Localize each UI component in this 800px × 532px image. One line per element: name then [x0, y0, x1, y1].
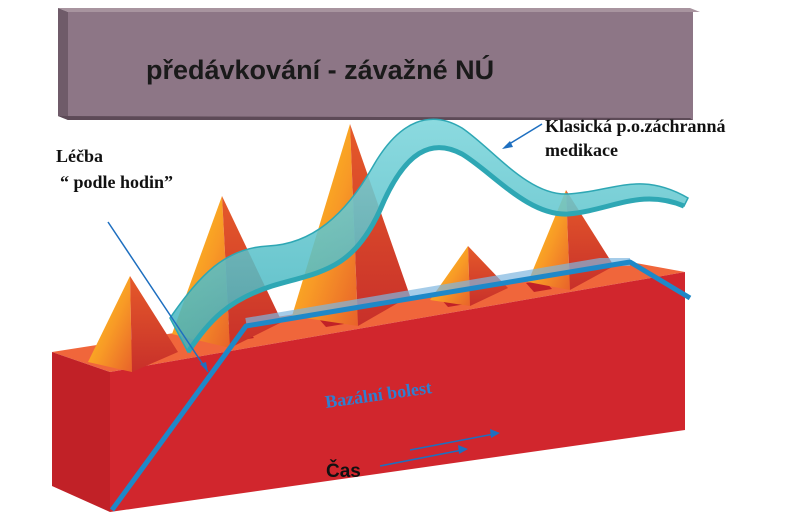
block-front-face — [110, 272, 685, 512]
ribbon-front-edge — [185, 145, 685, 354]
banner-bottom-shadow — [58, 116, 693, 120]
rescue-medication-ribbon — [169, 118, 689, 354]
dose-line — [109, 259, 692, 512]
time-arrow — [379, 449, 463, 467]
klasicka-label-line1: Klasická p.o.záchranná — [545, 116, 726, 136]
baseline-dose-line — [109, 258, 692, 512]
banner-side-face — [58, 8, 68, 120]
cas-label: Čas — [326, 460, 361, 482]
time-arrowhead — [458, 445, 468, 454]
banner-title: předávkování - závažné NÚ — [146, 54, 494, 85]
banner-front-face — [68, 12, 693, 120]
block-side-face — [52, 352, 110, 512]
pyramid-1 — [88, 276, 178, 372]
title-banner: předávkování - závažné NÚ — [58, 8, 700, 120]
lecba-label-line2: “ podle hodin” — [60, 172, 173, 192]
klasicka-label-line2: medikace — [545, 140, 618, 160]
time-arrowhead-upper — [490, 429, 500, 438]
lecba-label-line1: Léčba — [56, 146, 103, 166]
klasicka-arrow — [505, 123, 543, 147]
banner-top-face — [58, 8, 700, 12]
klasicka-arrowhead — [502, 141, 513, 149]
lecba-pointer-head — [200, 362, 208, 372]
lecba-pointer — [107, 221, 209, 373]
annotation-arrows — [107, 123, 543, 467]
time-arrow-upper — [409, 433, 495, 451]
